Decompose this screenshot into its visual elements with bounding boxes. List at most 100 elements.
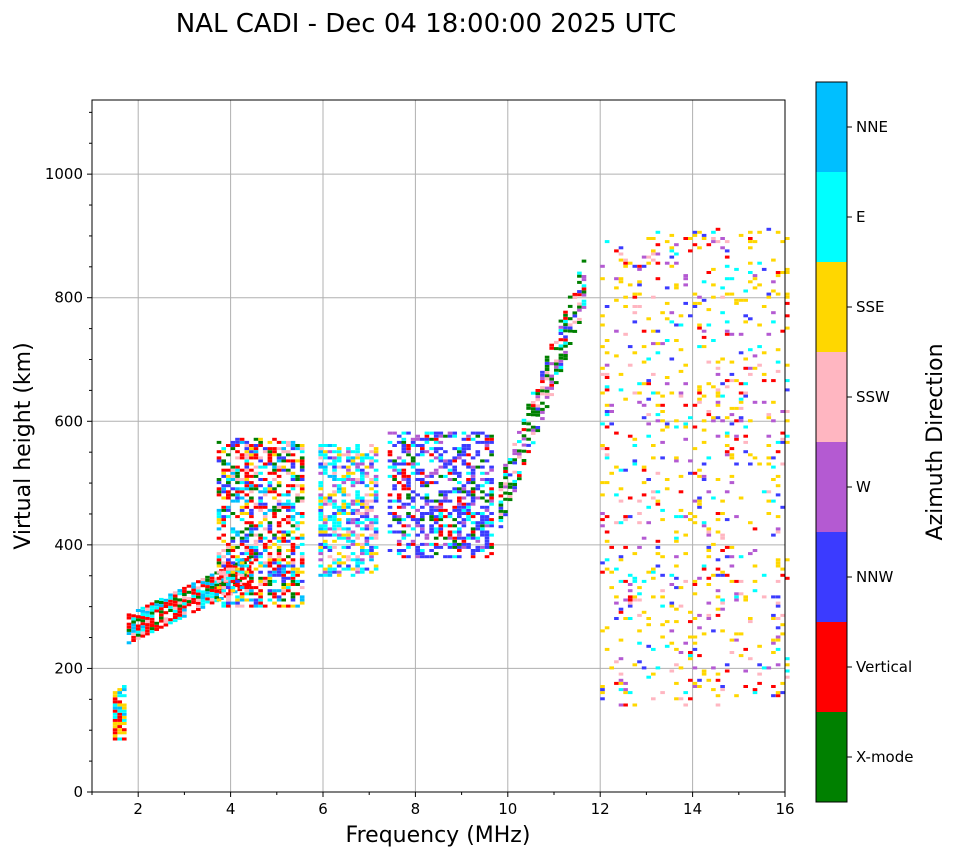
echo-mark xyxy=(332,512,337,515)
echo-mark xyxy=(641,255,647,259)
echo-mark xyxy=(785,301,790,305)
echo-mark xyxy=(604,363,610,367)
echo-mark xyxy=(415,524,420,528)
echo-mark xyxy=(249,490,254,494)
echo-mark xyxy=(775,647,781,651)
echo-mark xyxy=(355,564,360,568)
echo-mark xyxy=(447,530,453,534)
echo-mark xyxy=(226,598,231,602)
echo-mark xyxy=(618,258,624,262)
echo-mark xyxy=(239,604,245,608)
echo-mark xyxy=(646,261,651,265)
echo-mark xyxy=(281,570,286,574)
echo-mark xyxy=(272,595,277,599)
echo-mark xyxy=(332,533,337,537)
echo-mark xyxy=(443,462,448,466)
echo-mark xyxy=(420,555,425,559)
echo-mark xyxy=(253,542,259,546)
echo-mark xyxy=(761,267,767,271)
echo-mark xyxy=(480,471,485,475)
echo-mark xyxy=(530,428,536,432)
echo-mark xyxy=(267,484,273,488)
echo-mark xyxy=(327,456,333,460)
echo-mark xyxy=(226,515,231,519)
echo-mark xyxy=(655,277,661,281)
echo-mark xyxy=(406,431,411,435)
echo-mark xyxy=(239,567,245,571)
echo-mark xyxy=(651,391,656,395)
echo-mark xyxy=(253,558,259,562)
echo-mark xyxy=(290,561,296,565)
echo-mark xyxy=(216,586,222,590)
echo-mark xyxy=(163,620,169,624)
echo-mark xyxy=(780,271,785,274)
echo-mark xyxy=(396,499,402,503)
echo-mark xyxy=(567,342,573,345)
echo-mark xyxy=(239,558,245,562)
echo-mark xyxy=(200,581,206,585)
echo-mark xyxy=(226,576,231,580)
echo-mark xyxy=(295,499,300,503)
echo-mark xyxy=(720,394,725,398)
echo-mark xyxy=(609,545,614,549)
echo-mark xyxy=(401,530,407,534)
echo-mark xyxy=(627,604,633,608)
echo-mark xyxy=(350,573,356,577)
echo-mark xyxy=(554,368,559,372)
echo-mark xyxy=(230,530,236,534)
echo-mark xyxy=(286,604,291,608)
echo-mark xyxy=(452,478,457,481)
echo-mark xyxy=(785,663,790,667)
echo-mark xyxy=(327,518,333,522)
echo-mark xyxy=(757,672,762,676)
echo-mark xyxy=(785,267,790,271)
echo-mark xyxy=(757,363,762,367)
echo-mark xyxy=(664,422,670,426)
echo-mark xyxy=(609,666,614,670)
echo-mark xyxy=(627,496,633,500)
echo-mark xyxy=(230,555,236,559)
echo-mark xyxy=(429,508,434,512)
echo-mark xyxy=(235,583,240,586)
echo-mark xyxy=(196,595,201,599)
echo-mark xyxy=(276,545,282,549)
echo-mark xyxy=(360,505,365,509)
echo-mark xyxy=(526,413,531,416)
echo-mark xyxy=(355,533,360,537)
echo-mark xyxy=(182,590,187,593)
echo-mark xyxy=(692,499,698,503)
echo-mark xyxy=(235,493,240,497)
echo-mark xyxy=(614,601,619,605)
echo-mark xyxy=(715,530,721,534)
echo-mark xyxy=(660,428,665,432)
echo-mark xyxy=(112,728,118,732)
echo-mark xyxy=(290,552,296,556)
echo-mark xyxy=(350,471,356,475)
echo-mark xyxy=(692,230,698,234)
echo-mark xyxy=(272,573,277,577)
echo-mark xyxy=(466,490,471,494)
echo-mark xyxy=(295,447,300,451)
echo-mark xyxy=(429,518,434,522)
echo-mark xyxy=(239,505,245,509)
echo-mark xyxy=(614,521,619,525)
echo-mark xyxy=(771,694,776,698)
colorbar-category-label: NNE xyxy=(856,118,888,136)
echo-mark xyxy=(526,406,531,410)
echo-mark xyxy=(318,564,323,568)
echo-mark xyxy=(364,484,370,488)
echo-mark xyxy=(743,598,748,602)
echo-mark xyxy=(286,576,291,580)
colorbar-category-label: SSW xyxy=(856,388,890,406)
colorbar-segment xyxy=(816,172,847,262)
echo-mark xyxy=(140,613,146,616)
echo-mark xyxy=(415,444,420,447)
echo-mark xyxy=(466,533,471,537)
x-axis-label: Frequency (MHz) xyxy=(346,823,531,848)
echo-mark xyxy=(327,450,333,454)
echo-mark xyxy=(336,505,342,509)
echo-mark xyxy=(290,518,296,522)
echo-mark xyxy=(387,459,393,463)
echo-mark xyxy=(323,499,328,503)
echo-mark xyxy=(734,434,739,438)
